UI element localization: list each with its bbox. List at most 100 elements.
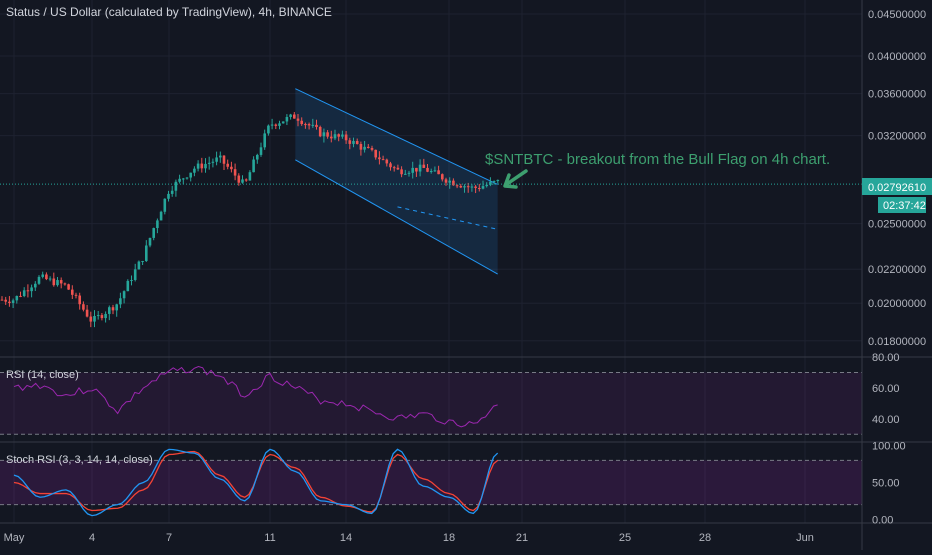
stoch-rsi-pane[interactable] [0, 448, 862, 517]
candle-body [163, 198, 167, 212]
candle-body [219, 155, 222, 158]
candle-body [26, 290, 30, 292]
price-pane[interactable]: $SNTBTC - breakout from the Bull Flag on… [0, 88, 862, 328]
time-tick-label: May [4, 532, 25, 544]
price-tick-label: 0.02200000 [868, 264, 926, 276]
candle-body [489, 181, 492, 185]
channel-lower-line[interactable] [295, 159, 498, 275]
candle-body [211, 161, 215, 163]
candle-body [244, 179, 248, 181]
stoch-axis[interactable]: 100.00 50.00 0.00 [872, 441, 906, 527]
price-tick-label: 0.02000000 [868, 298, 926, 310]
candle-body [230, 166, 233, 170]
candle-body [52, 278, 56, 286]
countdown-timer: 02:37:42 [883, 200, 926, 212]
channel-upper-line[interactable] [295, 88, 498, 185]
candle-body [381, 159, 385, 161]
candle-body [170, 190, 174, 194]
time-axis[interactable]: May 4 7 11 14 18 21 25 28 Jun [4, 532, 814, 544]
candle-body [152, 228, 155, 238]
candle-body [226, 163, 229, 167]
candle-body [411, 167, 414, 173]
candle-body [207, 162, 211, 164]
grid [0, 0, 862, 523]
last-price-badge: 0.02792610 02:37:42 [862, 178, 932, 213]
candle-body [63, 283, 67, 285]
candle-body [204, 163, 207, 169]
candle-body [274, 124, 278, 126]
candle-body [359, 143, 363, 150]
time-tick-label: 11 [264, 532, 275, 544]
price-tick-label: 0.04500000 [868, 9, 926, 21]
price-tick-label: 0.03200000 [868, 131, 926, 143]
candle-body [85, 309, 89, 317]
chart-title: Status / US Dollar (calculated by Tradin… [6, 5, 332, 19]
candle-body [307, 124, 311, 126]
candle-body [396, 167, 400, 170]
candle-body [433, 170, 437, 172]
price-axis[interactable]: 0.04500000 0.04000000 0.03600000 0.03200000… [868, 9, 926, 348]
candle-body [89, 316, 93, 322]
candle-body [270, 124, 274, 126]
candle-body [492, 181, 496, 183]
candle-body [289, 114, 292, 117]
candle-body [326, 132, 329, 137]
rsi-pane[interactable] [0, 366, 862, 435]
candle-body [93, 316, 96, 322]
candle-body [141, 261, 144, 263]
candle-body [441, 174, 444, 180]
candle-body [108, 307, 111, 314]
arrow-icon [503, 169, 528, 189]
candle-body [374, 149, 377, 158]
candle-body [463, 186, 466, 188]
candle-body [156, 220, 159, 229]
candle-body [485, 184, 488, 187]
candle-body [100, 315, 104, 319]
stoch-tick-label: 0.00 [872, 514, 893, 526]
candle-body [34, 283, 37, 288]
candle-body [71, 289, 74, 295]
candle-body [407, 172, 411, 174]
price-tick-label: 0.03600000 [868, 89, 926, 101]
candle-body [37, 276, 41, 284]
stoch-k-line [13, 448, 499, 517]
candle-body [67, 284, 70, 290]
candle-body [322, 132, 326, 137]
candle-body [400, 169, 403, 175]
candle-body [30, 287, 33, 292]
candle-body [311, 124, 315, 126]
candle-body [178, 178, 181, 182]
candle-body [96, 315, 100, 317]
candle-body [389, 163, 392, 168]
candle-body [45, 274, 48, 280]
time-tick-label: Jun [796, 532, 814, 544]
candle-body [196, 163, 200, 169]
candle-body [119, 298, 122, 305]
candle-body [137, 261, 141, 270]
candle-body [459, 186, 463, 188]
candle-body [370, 147, 374, 150]
candle-body [344, 134, 348, 141]
rsi-tick-label: 80.00 [872, 352, 900, 364]
candle-body [189, 172, 192, 178]
candle-body [56, 280, 59, 286]
candle-body [15, 295, 19, 301]
rsi-tick-label: 60.00 [872, 383, 900, 395]
candle-body [78, 295, 81, 305]
time-tick-label: 25 [619, 532, 631, 544]
time-tick-label: 28 [699, 532, 711, 544]
candle-body [133, 269, 137, 280]
rsi-axis[interactable]: 80.00 60.00 40.00 [872, 352, 900, 426]
candle-body [429, 171, 433, 173]
candle-body [315, 124, 318, 127]
candle-body [330, 136, 333, 139]
candle-body [174, 181, 178, 191]
candle-body [470, 186, 474, 188]
candle-body [182, 178, 185, 180]
candle-body [215, 157, 218, 162]
stoch-tick-label: 50.00 [872, 478, 900, 490]
candle-body [167, 193, 170, 199]
